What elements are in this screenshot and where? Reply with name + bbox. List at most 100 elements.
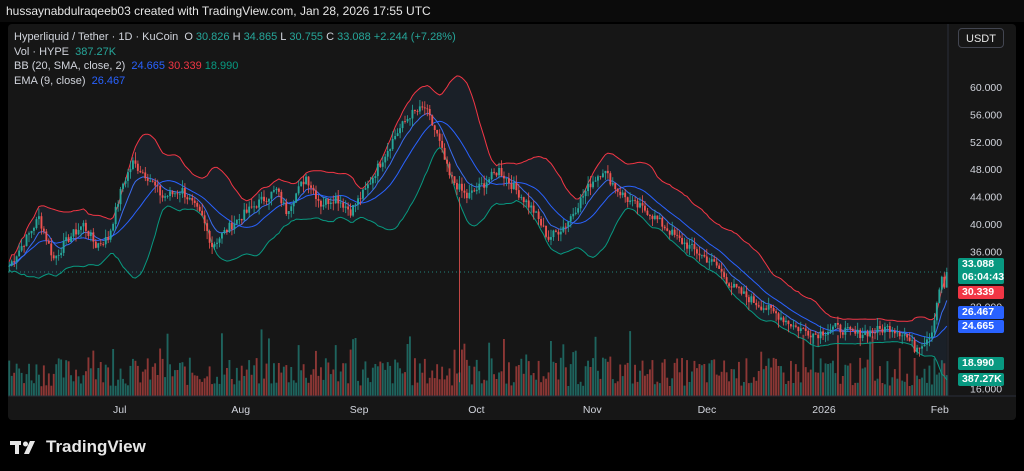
volume-bar — [159, 348, 162, 396]
candle-body — [25, 234, 28, 247]
last-price-tag: 33.088 06:04:43 — [958, 258, 1004, 284]
volume-bar — [552, 361, 555, 396]
candle-body — [52, 255, 55, 259]
candle-body — [263, 196, 265, 202]
candle-body — [735, 283, 738, 288]
candle-body — [193, 200, 196, 203]
candle-body — [743, 291, 745, 294]
candle-body — [876, 326, 879, 333]
volume-bar — [824, 363, 827, 396]
volume-bar — [374, 364, 377, 396]
candle-body — [540, 219, 542, 226]
volume-bar — [898, 348, 901, 396]
legend-ema-row: EMA (9, close) 26.467 — [14, 74, 456, 89]
volume-bar — [82, 375, 85, 396]
volume-bar — [119, 368, 122, 396]
chart-pane[interactable]: 60.000 56.000 52.000 48.000 44.000 40.000 36.0… — [8, 24, 1016, 420]
volume-bar — [92, 350, 95, 396]
volume-bar — [940, 360, 943, 396]
volume-bar — [109, 385, 112, 396]
volume-bar — [720, 371, 723, 396]
candle-body — [456, 183, 458, 190]
candle-body — [886, 326, 889, 327]
volume-bar — [312, 369, 315, 396]
candle-body — [317, 199, 320, 201]
candle-body — [649, 214, 651, 216]
ema-tag: 26.467 — [958, 306, 1004, 319]
volume-bar — [629, 331, 632, 396]
candle-body — [446, 159, 448, 164]
candle-body — [508, 178, 510, 184]
volume-bar — [461, 349, 463, 396]
volume-bar — [728, 381, 730, 396]
volume-bar — [485, 380, 488, 396]
volume-bar — [893, 369, 896, 396]
volume-bar — [884, 384, 886, 396]
volume-bar — [270, 383, 273, 396]
volume-bar — [248, 360, 251, 396]
candle-body — [931, 332, 933, 338]
candle-body — [943, 276, 946, 288]
candle-body — [772, 308, 775, 312]
candle-body — [480, 183, 483, 185]
candle-body — [579, 197, 582, 209]
volume-bar — [945, 375, 948, 396]
candle-body — [770, 305, 773, 308]
volume-bar — [226, 368, 228, 396]
candle-body — [599, 176, 602, 178]
volume-bar — [421, 372, 424, 396]
volume-bar — [478, 371, 481, 396]
candle-body — [292, 202, 295, 207]
volume-bar — [708, 363, 711, 396]
volume-bar — [287, 382, 290, 396]
candle-body — [715, 261, 718, 266]
candle-body — [903, 334, 906, 336]
volume-bar — [436, 364, 439, 396]
volume-bar — [503, 339, 505, 396]
volume-bar — [589, 367, 592, 396]
volume-bar — [470, 384, 473, 396]
candle-body — [933, 320, 936, 333]
volume-bar — [141, 371, 144, 396]
volume-bar — [693, 360, 696, 396]
candle-body — [557, 231, 560, 235]
candle-body — [423, 107, 426, 109]
volume-bar — [161, 358, 164, 396]
volume-bar — [60, 359, 63, 396]
candle-body — [389, 149, 392, 151]
candle-body — [673, 229, 676, 235]
volume-bar — [668, 386, 671, 396]
candle-body — [211, 242, 213, 247]
candle-body — [112, 224, 115, 231]
volume-bar — [602, 357, 604, 396]
legend-symbol: Hyperliquid / Tether · 1D · KuCoin — [14, 31, 179, 43]
volume-bar — [809, 369, 812, 396]
candle-body — [683, 242, 686, 244]
candle-body — [295, 193, 298, 203]
volume-bar — [619, 364, 622, 396]
candle-body — [320, 200, 322, 207]
volume-bar — [206, 376, 209, 396]
candle-body — [505, 178, 508, 180]
candle-body — [881, 328, 884, 333]
currency-button[interactable]: USDT — [958, 28, 1004, 48]
volume-bar — [745, 358, 748, 396]
volume-bar — [433, 378, 436, 396]
legend: Hyperliquid / Tether · 1D · KuCoin O 30.8… — [14, 30, 456, 88]
volume-bar — [792, 383, 795, 396]
volume-bar — [463, 343, 466, 396]
candle-body — [592, 181, 594, 188]
volume-bar — [562, 344, 565, 396]
volume-bar — [849, 363, 852, 396]
volume-bar — [651, 360, 654, 396]
candle-body — [302, 181, 305, 185]
volume-bar — [443, 379, 446, 396]
volume-bar — [428, 377, 431, 396]
candle-body — [626, 197, 629, 202]
candle-body — [396, 133, 399, 136]
price-chart[interactable]: 60.000 56.000 52.000 48.000 44.000 40.000 36.0… — [8, 24, 1016, 420]
candle-body — [129, 168, 132, 173]
candle-body — [87, 230, 90, 236]
volume-bar — [414, 358, 416, 396]
candle-body — [230, 222, 233, 230]
